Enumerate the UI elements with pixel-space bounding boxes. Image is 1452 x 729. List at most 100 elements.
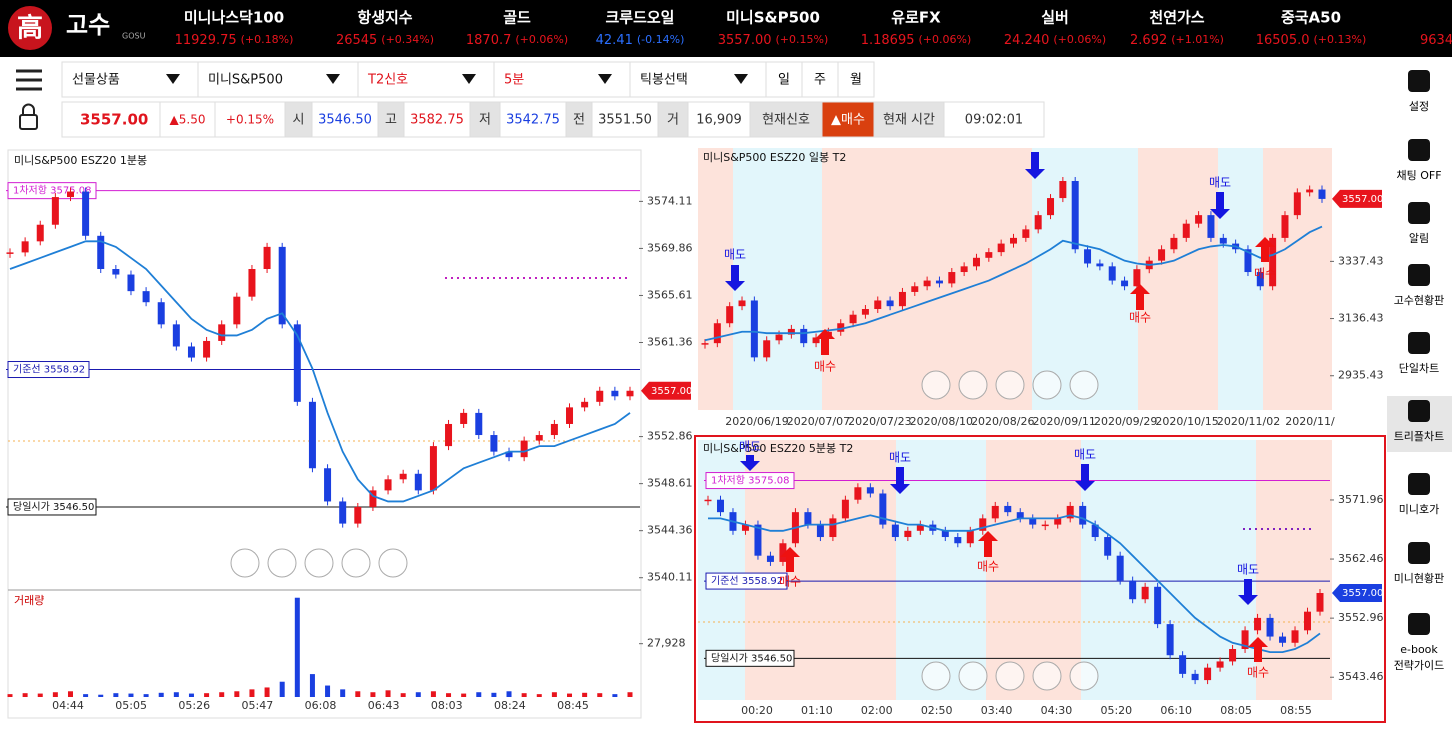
chart-control[interactable] — [1032, 661, 1062, 691]
x-tick-label: 05:47 — [242, 699, 274, 712]
sidebar-label: 미니호가 — [1399, 503, 1439, 516]
x-tick-label: 2020/10/15 — [1155, 415, 1218, 428]
signal-label: 매수 — [1254, 267, 1276, 281]
signal-label: 매수 — [814, 360, 836, 374]
volume-bar — [67, 691, 73, 697]
ticker-change: (+0.06%) — [1053, 33, 1106, 46]
select-label: T2신호 — [367, 73, 408, 88]
candle — [1054, 518, 1062, 525]
candle — [293, 324, 301, 402]
candle — [520, 440, 528, 458]
candle — [1066, 505, 1074, 519]
menu-icon[interactable] — [16, 69, 42, 91]
candle — [1121, 280, 1129, 287]
candle — [1219, 237, 1227, 244]
chart-control[interactable] — [304, 548, 334, 578]
select-arrow — [462, 74, 476, 84]
y-tick-label: 2935.43 — [1338, 369, 1384, 382]
candle — [763, 340, 771, 358]
x-tick-label: 2020/09/29 — [1094, 415, 1157, 428]
reference-box — [7, 361, 90, 379]
volume-bar — [128, 693, 134, 697]
chart-control[interactable] — [995, 661, 1025, 691]
period-button[interactable] — [801, 61, 839, 98]
reference-label: 당일시가 3546.50 — [13, 501, 94, 513]
candle — [429, 446, 437, 491]
candle — [754, 524, 762, 556]
chart-control[interactable] — [267, 548, 297, 578]
buy-arrow — [815, 329, 835, 355]
volume-bar — [567, 693, 573, 697]
volume-bar — [204, 693, 210, 697]
sidebar-icon[interactable] — [1408, 264, 1430, 286]
lock-icon[interactable] — [19, 103, 38, 130]
chart-control[interactable] — [1069, 370, 1099, 400]
ticker-quote: 9634.0 — [1420, 33, 1452, 48]
candle — [935, 280, 943, 284]
chart-title: 미니S&P500 ESZ20 일봉 T2 — [703, 150, 846, 164]
period-label: 월 — [850, 73, 862, 88]
chart-control[interactable] — [995, 370, 1025, 400]
ticker-change: (+0.06%) — [919, 33, 972, 46]
volume-bar — [446, 693, 452, 697]
x-tick-label: 03:40 — [981, 704, 1013, 717]
candle — [581, 401, 589, 408]
volume-bar — [98, 694, 104, 697]
logo-badge — [8, 6, 52, 50]
volume-bar — [536, 694, 542, 697]
candle — [1293, 192, 1301, 216]
quote-time-label: 현재 시간 — [883, 113, 935, 128]
sidebar-icon[interactable] — [1408, 70, 1430, 92]
sidebar-icon[interactable] — [1408, 202, 1430, 224]
candle — [218, 324, 226, 341]
chart-control[interactable] — [1032, 370, 1062, 400]
chart-control[interactable] — [921, 370, 951, 400]
candle — [157, 302, 165, 325]
sidebar-icon[interactable] — [1408, 542, 1430, 564]
y-tick-label: 3552.96 — [1338, 611, 1384, 624]
chart-control[interactable] — [230, 548, 260, 578]
chart-title: 미니S&P500 ESZ20 5분봉 T2 — [703, 442, 853, 455]
ticker-name: 실버 — [1041, 9, 1069, 27]
chart-control[interactable] — [958, 661, 988, 691]
candle — [1179, 655, 1187, 674]
x-tick-label: 2020/07/07 — [787, 415, 850, 428]
sell-arrow — [1075, 464, 1095, 491]
candle — [66, 191, 74, 198]
sidebar-label: e-book — [1400, 643, 1438, 656]
quote-high-label: 고 — [385, 113, 397, 128]
sidebar-icon[interactable] — [1408, 613, 1430, 635]
sidebar-icon[interactable] — [1408, 332, 1430, 354]
period-button[interactable] — [765, 61, 803, 98]
buy-arrow — [1255, 237, 1275, 262]
candle — [1041, 524, 1049, 527]
price-tag: 3557.00 — [651, 386, 692, 397]
chart-control[interactable] — [1069, 661, 1099, 691]
period-button[interactable] — [837, 61, 875, 98]
chart-control[interactable] — [378, 548, 408, 578]
volume-bar — [173, 692, 179, 697]
y-tick-label: 3574.11 — [647, 194, 693, 207]
quote-cell — [821, 101, 875, 138]
sidebar-icon[interactable] — [1408, 473, 1430, 495]
sidebar-icon[interactable] — [1408, 400, 1430, 422]
candle — [399, 473, 407, 480]
candle — [1191, 673, 1199, 681]
sell-arrow — [1210, 192, 1230, 219]
x-tick-label: 08:55 — [1280, 704, 1312, 717]
candle — [738, 300, 746, 307]
candle — [1071, 180, 1079, 250]
chart-control[interactable] — [921, 661, 951, 691]
candle — [596, 390, 604, 402]
candle — [1154, 586, 1162, 625]
quote-low-label: 저 — [479, 113, 491, 128]
candle — [861, 309, 869, 315]
quote-signal: ▲매수 — [831, 113, 865, 128]
sidebar-icon[interactable] — [1408, 139, 1430, 161]
candle — [966, 530, 974, 544]
x-tick-label: 05:20 — [1100, 704, 1132, 717]
candle — [1306, 189, 1314, 193]
chart-control[interactable] — [341, 548, 371, 578]
x-tick-label: 2020/06/19 — [725, 415, 788, 428]
chart-control[interactable] — [958, 370, 988, 400]
